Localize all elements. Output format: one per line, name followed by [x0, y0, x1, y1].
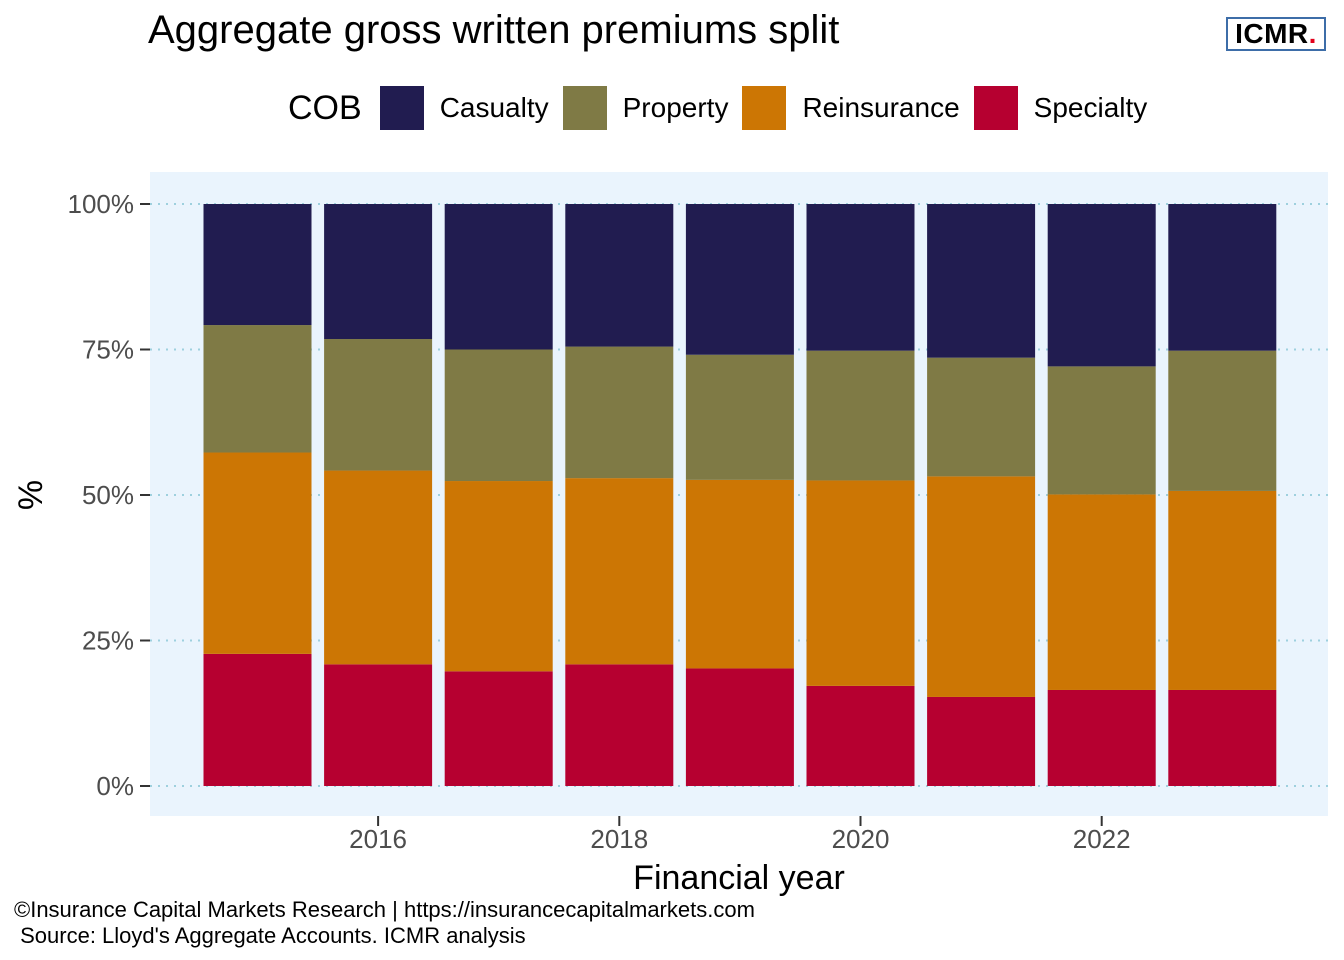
legend-swatch-casualty — [379, 86, 424, 130]
legend-item-property: Property — [562, 86, 729, 130]
bar-segment — [1047, 689, 1156, 786]
bar-segment — [203, 204, 312, 326]
y-tick-label: 25% — [82, 626, 134, 656]
bar-segment — [444, 671, 553, 786]
bar-segment — [565, 346, 674, 479]
bar-segment — [203, 653, 312, 786]
bar-segment — [685, 204, 794, 355]
bar-segment — [324, 664, 433, 786]
chart-title: Aggregate gross written premiums split — [148, 8, 840, 52]
bar-segment — [927, 357, 1036, 477]
bar-segment — [685, 668, 794, 786]
bar-segment — [1168, 350, 1277, 491]
footer-source: Source: Lloyd's Aggregate Accounts. ICMR… — [14, 923, 526, 948]
bar-segment — [927, 204, 1036, 358]
bar-segment — [1047, 204, 1156, 367]
bar-segment — [1168, 689, 1277, 786]
icmr-logo: ICMR. — [1226, 17, 1326, 51]
logo-dot: . — [1308, 18, 1317, 49]
bar-segment — [444, 349, 553, 482]
bar-segment — [203, 325, 312, 453]
legend-swatch-reinsurance — [742, 86, 787, 130]
legend-label-property: Property — [622, 92, 729, 123]
bar-segment — [685, 479, 794, 669]
legend-item-reinsurance: Reinsurance — [742, 86, 960, 130]
legend-item-casualty: Casualty — [379, 86, 549, 130]
y-tick-label: 0% — [96, 771, 134, 801]
bar-segment — [927, 476, 1036, 697]
bar-segment — [324, 204, 433, 340]
x-tick-label: 2016 — [349, 824, 407, 854]
bar-segment — [927, 696, 1036, 786]
y-axis-title: % — [12, 480, 50, 510]
legend-label-specialty: Specialty — [1033, 92, 1148, 123]
x-tick-label: 2020 — [832, 824, 890, 854]
x-tick-label: 2018 — [590, 824, 648, 854]
bar-segment — [565, 204, 674, 347]
bar-segment — [1168, 204, 1277, 351]
legend-item-specialty: Specialty — [973, 86, 1148, 130]
y-tick-label: 50% — [82, 480, 134, 510]
bar-segment — [324, 470, 433, 665]
bar-segment — [806, 350, 915, 481]
legend-label-casualty: Casualty — [439, 92, 549, 123]
legend-swatch-property — [562, 86, 607, 130]
legend-title: COB — [288, 88, 362, 127]
bar-segment — [444, 204, 553, 350]
x-tick-label: 2022 — [1073, 824, 1131, 854]
legend-swatch-specialty — [973, 86, 1018, 130]
bar-segment — [806, 204, 915, 351]
bar-segment — [806, 480, 915, 686]
bar-segment — [1047, 494, 1156, 690]
bar-segment — [806, 685, 915, 786]
y-tick-label: 75% — [82, 335, 134, 365]
footer-copyright: ©Insurance Capital Markets Research | ht… — [14, 897, 755, 922]
legend-label-reinsurance: Reinsurance — [802, 92, 960, 123]
bar-segment — [444, 481, 553, 672]
x-axis-title: Financial year — [633, 859, 845, 897]
bar-segment — [324, 339, 433, 471]
bar-segment — [565, 664, 674, 786]
bar-segment — [203, 452, 312, 654]
bar-segment — [685, 354, 794, 480]
bar-segment — [1047, 366, 1156, 495]
bar-segment — [565, 478, 674, 665]
bar-segment — [1168, 490, 1277, 690]
legend: COB Casualty Property Reinsurance Specia… — [288, 86, 1161, 130]
logo-text: ICMR — [1235, 18, 1309, 49]
y-tick-label: 100% — [68, 189, 135, 219]
